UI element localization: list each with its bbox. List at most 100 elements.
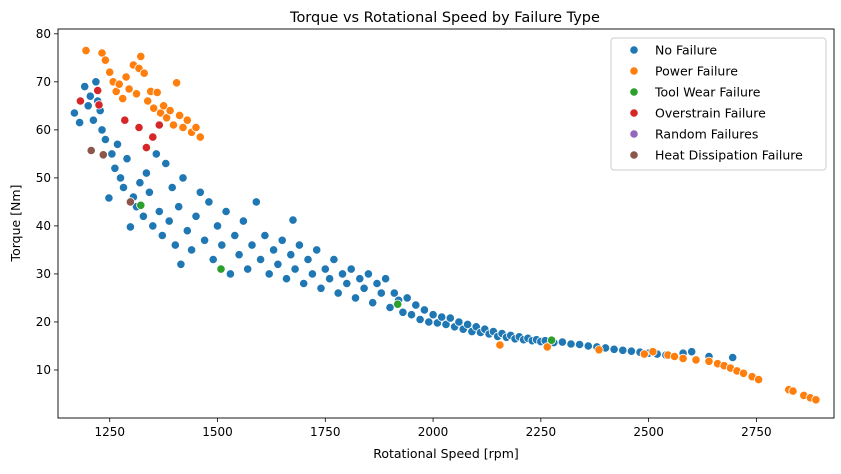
data-point-0-70 [324, 274, 335, 284]
data-point-0-62 [290, 264, 300, 274]
legend-marker [629, 108, 639, 118]
data-point-0-74 [342, 278, 352, 289]
y-tick-label: 20 [36, 315, 51, 329]
data-point-0-6 [91, 77, 101, 87]
data-point-1-47 [753, 374, 764, 385]
data-point-0-47 [230, 230, 240, 241]
data-point-0-81 [372, 278, 382, 289]
legend-marker [629, 66, 639, 76]
data-point-0-37 [187, 245, 197, 255]
data-point-0-100 [454, 317, 464, 327]
data-point-1-30 [195, 132, 205, 142]
data-point-0-4 [85, 91, 95, 101]
data-point-0-33 [174, 202, 184, 212]
y-axis: 10 20 30 40 50 60 70 80 [36, 27, 58, 377]
x-tick-label: 2500 [633, 425, 664, 439]
data-point-0-39 [195, 187, 205, 197]
y-tick-label: 10 [36, 363, 51, 377]
data-point-0-44 [217, 240, 227, 250]
data-point-0-9 [97, 125, 107, 135]
data-point-0-88 [402, 293, 412, 303]
data-point-0-82 [376, 288, 386, 298]
data-point-0-53 [255, 254, 266, 265]
data-point-0-78 [359, 283, 369, 293]
data-point-0-63 [294, 240, 304, 250]
data-point-0-67 [312, 245, 322, 255]
data-point-1-0 [81, 45, 91, 56]
x-tick-label: 2000 [418, 425, 449, 439]
data-point-0-75 [346, 264, 356, 274]
legend-label: Power Failure [655, 64, 738, 79]
data-point-0-59 [281, 274, 292, 284]
data-point-5-1 [98, 150, 108, 160]
data-point-0-11 [104, 193, 114, 203]
data-point-0-17 [122, 154, 132, 164]
data-point-0-55 [264, 269, 274, 279]
legend-label: Overstrain Failure [655, 106, 766, 121]
x-tick-label: 1250 [94, 425, 125, 439]
data-point-0-71 [329, 254, 339, 265]
data-point-1-52 [811, 395, 821, 405]
data-point-1-40 [704, 356, 714, 366]
data-point-0-130 [626, 346, 637, 356]
data-point-0-18 [125, 222, 135, 232]
data-point-0-5 [88, 115, 99, 125]
legend-label: Tool Wear Failure [654, 85, 761, 100]
data-point-0-14 [112, 139, 123, 149]
data-point-1-35 [648, 347, 658, 357]
data-point-0-68 [316, 283, 326, 293]
data-point-0-122 [557, 337, 568, 347]
legend-marker [629, 87, 639, 97]
data-point-0-3 [83, 101, 93, 111]
data-point-0-34 [176, 259, 186, 269]
x-tick-label: 2750 [741, 425, 772, 439]
data-point-1-7 [118, 94, 128, 104]
data-point-1-14 [139, 68, 149, 78]
data-point-3-4 [134, 122, 144, 133]
data-point-0-26 [151, 149, 161, 159]
legend-label: Heat Dissipation Failure [655, 148, 803, 163]
data-point-0-43 [212, 221, 223, 231]
data-point-0-60 [286, 250, 296, 260]
data-point-0-79 [363, 269, 373, 279]
legend-marker [629, 150, 639, 160]
data-point-1-15 [143, 96, 153, 106]
data-point-0-49 [238, 216, 248, 226]
data-point-0-23 [141, 168, 151, 178]
data-point-0-123 [566, 339, 576, 349]
legend-box [610, 37, 827, 171]
data-point-3-2 [94, 100, 104, 110]
data-point-1-29 [191, 122, 201, 133]
x-tick-label: 1500 [202, 425, 233, 439]
data-point-1-18 [152, 87, 162, 98]
data-point-0-1 [75, 118, 85, 128]
data-point-0-92 [419, 305, 429, 315]
data-point-0-2 [80, 82, 90, 92]
data-point-0-84 [385, 302, 395, 313]
data-point-5-2 [125, 197, 135, 207]
data-point-1-24 [172, 78, 182, 88]
data-point-0-87 [398, 307, 408, 317]
data-point-1-49 [788, 386, 798, 396]
data-point-0-77 [355, 274, 365, 284]
x-tick-label: 2250 [526, 425, 557, 439]
data-point-0-35 [178, 173, 188, 183]
data-point-0-15 [115, 173, 126, 183]
data-point-1-32 [542, 342, 552, 352]
data-point-0-89 [406, 310, 417, 320]
data-point-1-37 [669, 351, 680, 362]
data-point-0-85 [389, 288, 399, 298]
data-point-1-34 [639, 349, 649, 359]
data-point-0-40 [200, 235, 210, 245]
data-point-0-13 [110, 163, 120, 173]
y-tick-label: 60 [36, 123, 51, 137]
data-point-0-97 [441, 319, 451, 329]
data-point-1-17 [149, 103, 159, 113]
data-point-0-139 [728, 352, 738, 363]
legend-label: No Failure [655, 43, 717, 58]
data-point-0-27 [154, 206, 164, 217]
data-point-0-41 [204, 197, 214, 207]
data-point-0-73 [337, 269, 348, 279]
data-point-0-21 [135, 178, 145, 188]
